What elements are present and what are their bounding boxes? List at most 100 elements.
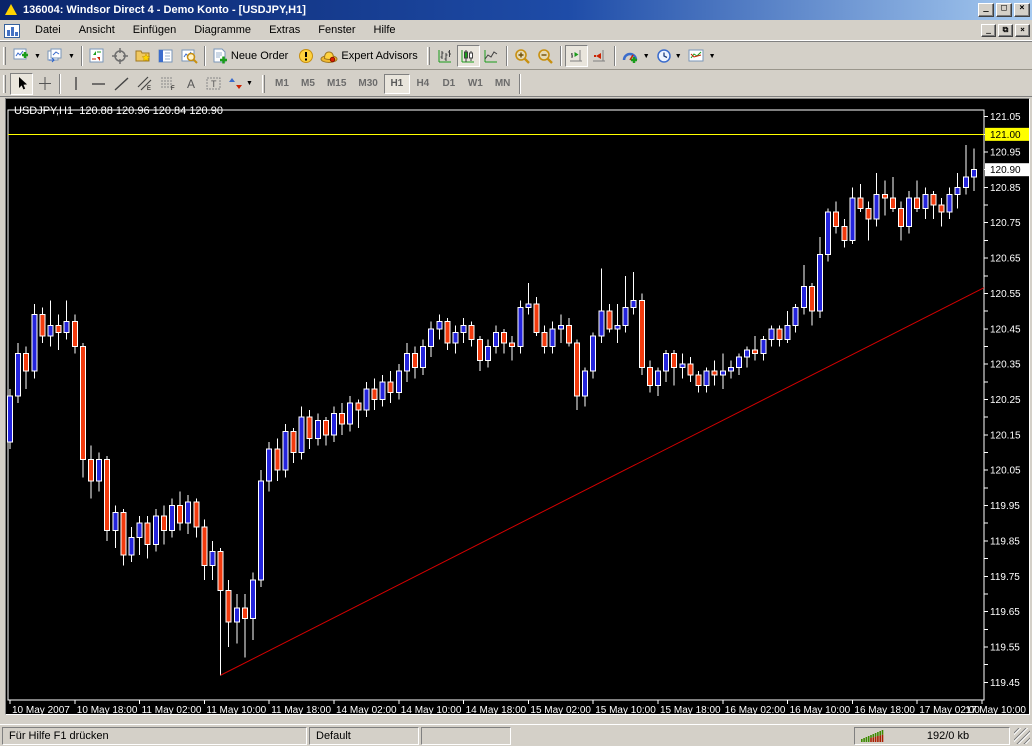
alert-button[interactable] xyxy=(294,45,317,67)
status-profile[interactable]: Default xyxy=(309,726,419,745)
cursor-button[interactable] xyxy=(10,72,33,95)
candlestick-chart-button[interactable] xyxy=(456,45,480,67)
expert-advisors-hat-icon xyxy=(320,51,338,63)
child-restore-button[interactable]: ⧉ xyxy=(998,24,1013,37)
horizontal-line-icon xyxy=(92,82,105,85)
status-bar: Für Hilfe F1 drücken Default 192/0 kb xyxy=(0,724,1032,746)
data-window-button[interactable] xyxy=(109,45,132,67)
svg-text:17 May 10:00: 17 May 10:00 xyxy=(965,705,1026,714)
period-m15-button[interactable]: M15 xyxy=(326,78,347,89)
periods-button[interactable]: ▼ xyxy=(653,45,685,67)
trendline-button[interactable] xyxy=(110,73,133,95)
svg-text:120.65: 120.65 xyxy=(990,254,1021,265)
toolbar-grip[interactable] xyxy=(426,47,430,65)
close-button[interactable]: × xyxy=(1014,3,1030,17)
menu-einfuegen[interactable]: Einfügen xyxy=(132,24,177,36)
equidistant-channel-button[interactable]: E xyxy=(133,73,156,95)
menu-extras[interactable]: Extras xyxy=(269,24,301,36)
dropdown-arrow-icon: ▼ xyxy=(708,52,716,60)
expert-advisors-label: Expert Advisors xyxy=(341,50,418,62)
svg-text:16 May 10:00: 16 May 10:00 xyxy=(790,705,851,714)
menu-diagramme[interactable]: Diagramme xyxy=(194,24,252,36)
svg-text:119.95: 119.95 xyxy=(990,501,1020,512)
period-m30-button[interactable]: M30 xyxy=(358,78,378,89)
minimize-button[interactable]: _ xyxy=(978,3,994,17)
zoom-out-icon xyxy=(537,49,553,64)
svg-text:120.85: 120.85 xyxy=(990,183,1021,194)
svg-text:10 May 18:00: 10 May 18:00 xyxy=(77,705,138,714)
svg-text:A: A xyxy=(187,77,195,91)
arrows-icon xyxy=(229,78,242,89)
bar-chart-icon xyxy=(438,50,452,63)
line-chart-button[interactable] xyxy=(480,45,503,67)
toolbar-grip[interactable] xyxy=(3,47,6,65)
child-minimize-button[interactable]: _ xyxy=(981,24,996,37)
period-m1-button[interactable]: M1 xyxy=(274,78,289,89)
title-bar: 136004: Windsor Direct 4 - Demo Konto - … xyxy=(0,0,1032,20)
toolbar-grip[interactable] xyxy=(3,74,6,93)
child-close-button[interactable]: × xyxy=(1015,24,1030,37)
terminal-button[interactable] xyxy=(155,45,178,67)
text-button[interactable]: A xyxy=(179,73,202,95)
menu-ansicht[interactable]: Ansicht xyxy=(78,24,115,36)
period-h4-button[interactable]: H4 xyxy=(416,78,430,89)
svg-text:16 May 18:00: 16 May 18:00 xyxy=(854,705,915,714)
new-chart-button[interactable]: ▼ xyxy=(10,45,44,67)
indicators-button[interactable]: ▼ xyxy=(619,45,653,67)
svg-text:119.45: 119.45 xyxy=(990,678,1020,689)
chart-window-icon[interactable] xyxy=(4,23,20,38)
svg-text:14 May 02:00: 14 May 02:00 xyxy=(336,705,397,714)
svg-text:11 May 10:00: 11 May 10:00 xyxy=(206,705,266,714)
status-help-text: Für Hilfe F1 drücken xyxy=(2,726,307,745)
strategy-tester-button[interactable] xyxy=(178,45,201,67)
chart-shift-button[interactable] xyxy=(588,45,611,67)
new-order-button[interactable]: Neue Order xyxy=(209,45,294,67)
text-label-button[interactable]: T xyxy=(202,73,225,95)
auto-scroll-button[interactable] xyxy=(564,45,588,67)
expert-advisors-button[interactable]: Expert Advisors xyxy=(317,45,423,67)
zoom-out-button[interactable] xyxy=(534,45,557,67)
toolbar-grip[interactable] xyxy=(261,74,265,93)
indicators-icon xyxy=(622,52,638,63)
status-empty-panel xyxy=(421,726,511,745)
navigator-folder-icon xyxy=(135,50,151,62)
candlestick-chart-icon xyxy=(461,50,475,63)
templates-button[interactable]: ▼ xyxy=(685,45,719,67)
period-m5-button[interactable]: M5 xyxy=(300,78,315,89)
svg-text:120.15: 120.15 xyxy=(990,430,1021,441)
menu-hilfe[interactable]: Hilfe xyxy=(373,24,396,36)
trendline-icon xyxy=(114,76,129,91)
clock-icon xyxy=(656,49,671,63)
maximize-button[interactable]: □ xyxy=(996,3,1012,17)
menu-datei[interactable]: Datei xyxy=(35,24,61,36)
chart-canvas[interactable]: 121.05 120.95 120.85 120.75 120.65 120.55 120.… xyxy=(6,99,1029,714)
arrows-button[interactable]: ▼ xyxy=(225,73,256,95)
text-icon: A xyxy=(187,77,195,91)
zoom-in-button[interactable] xyxy=(511,45,534,67)
menu-fenster[interactable]: Fenster xyxy=(318,24,356,36)
toolbar-separator xyxy=(80,46,83,66)
profiles-button[interactable]: ▼ xyxy=(44,45,78,67)
horizontal-line-button[interactable] xyxy=(87,73,110,95)
period-w1-button[interactable]: W1 xyxy=(467,78,483,89)
bar-chart-button[interactable] xyxy=(434,45,457,67)
navigator-button[interactable] xyxy=(132,45,155,67)
period-mn-button[interactable]: MN xyxy=(494,78,511,89)
vertical-line-button[interactable] xyxy=(64,73,87,95)
svg-text:F: F xyxy=(171,86,175,91)
line-chart-icon xyxy=(484,50,498,63)
dropdown-arrow-icon: ▼ xyxy=(246,80,253,87)
toolbar-separator xyxy=(519,73,522,94)
status-connection-panel[interactable]: 192/0 kb xyxy=(854,726,1010,745)
fibonacci-button[interactable]: F xyxy=(156,73,179,95)
window-title: 136004: Windsor Direct 4 - Demo Konto - … xyxy=(23,4,306,16)
resize-grip-icon[interactable] xyxy=(1014,728,1030,744)
app-logo-icon xyxy=(4,3,20,17)
period-h1-button[interactable]: H1 xyxy=(383,73,410,94)
market-watch-button[interactable] xyxy=(86,45,109,67)
svg-text:120.75: 120.75 xyxy=(990,218,1021,229)
svg-text:E: E xyxy=(147,86,151,91)
crosshair-button[interactable] xyxy=(33,73,56,95)
svg-text:14 May 10:00: 14 May 10:00 xyxy=(401,705,462,714)
period-d1-button[interactable]: D1 xyxy=(442,78,456,89)
